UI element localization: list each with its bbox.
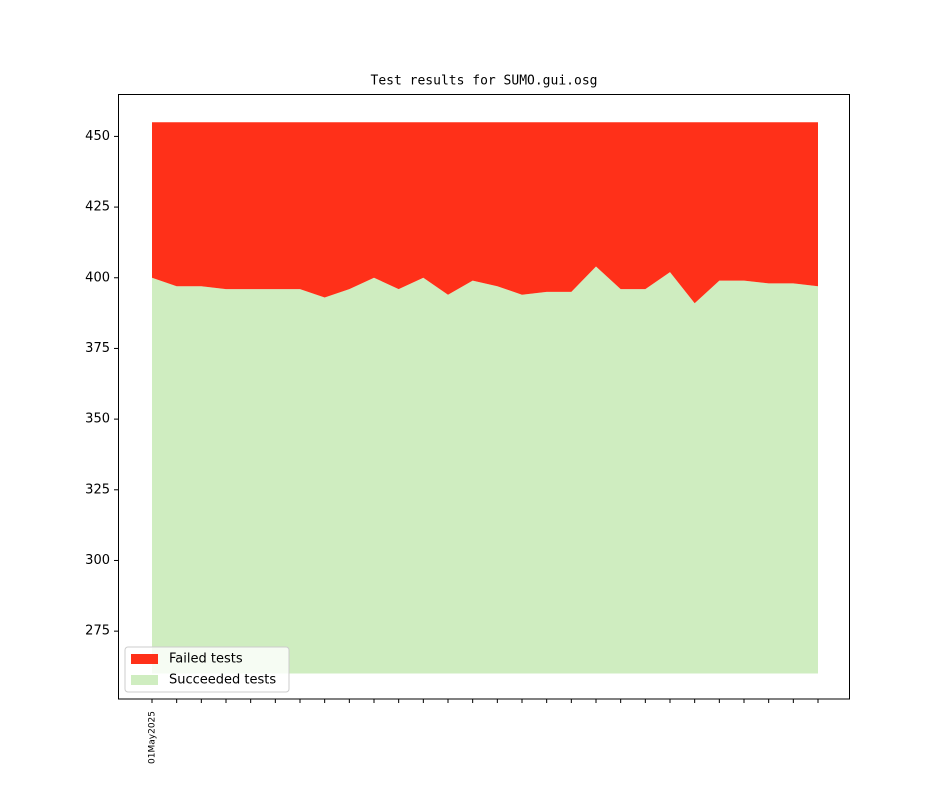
area bbox=[152, 266, 818, 674]
y-tick-label: 400 bbox=[85, 270, 110, 285]
legend-label: Succeeded tests bbox=[169, 673, 276, 688]
y-tick-label: 325 bbox=[85, 482, 110, 497]
legend-label: Failed tests bbox=[169, 652, 243, 667]
y-tick-label: 350 bbox=[85, 412, 110, 427]
y-tick-label: 450 bbox=[85, 129, 110, 144]
y-tick-label: 275 bbox=[85, 624, 110, 639]
y-tick-label: 425 bbox=[85, 200, 110, 215]
legend-swatch bbox=[131, 675, 158, 685]
axes-frame bbox=[118, 94, 850, 700]
x-tick-label: 01May2025 bbox=[148, 711, 158, 764]
y-tick-label: 300 bbox=[85, 553, 110, 568]
plot-area bbox=[152, 122, 818, 674]
area bbox=[152, 122, 818, 304]
y-tick-label: 375 bbox=[85, 341, 110, 356]
legend-swatch bbox=[131, 654, 158, 664]
chart-title: Test results for SUMO.gui.osg bbox=[371, 74, 598, 89]
legend-frame bbox=[124, 646, 290, 693]
legend: Failed tests Succeeded tests bbox=[124, 646, 290, 693]
